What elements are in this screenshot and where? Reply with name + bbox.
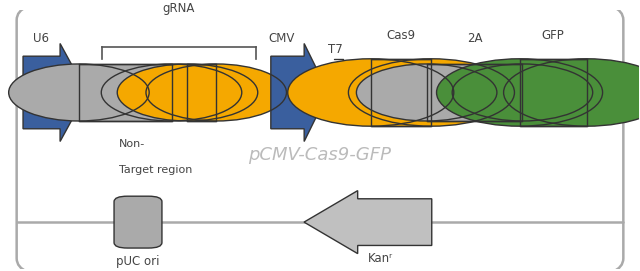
Text: T7: T7 [328,43,343,56]
Ellipse shape [504,59,640,126]
Bar [79,64,172,121]
Bar [371,59,431,126]
Text: 2A: 2A [467,31,483,44]
Text: Non-: Non- [119,139,145,149]
Ellipse shape [9,64,149,121]
Ellipse shape [436,59,603,126]
Bar [520,59,587,126]
Text: Target region: Target region [119,165,192,175]
Text: Cas9: Cas9 [387,29,415,42]
Ellipse shape [288,59,454,126]
Text: gRNA: gRNA [162,2,195,15]
Ellipse shape [146,64,287,121]
Text: pUC ori: pUC ori [116,254,160,267]
Ellipse shape [348,59,515,126]
Text: GFP: GFP [541,29,564,42]
Bar [427,64,522,121]
Bar [427,64,522,121]
Ellipse shape [101,64,242,121]
Bar [79,64,172,121]
Polygon shape [304,191,432,254]
Polygon shape [271,43,328,141]
Ellipse shape [117,64,258,121]
Text: CMV: CMV [269,31,295,44]
Text: pCMV-Cas9-GFP: pCMV-Cas9-GFP [248,146,392,164]
Bar [520,59,587,126]
Polygon shape [23,43,87,141]
Text: U6: U6 [33,31,49,44]
Ellipse shape [452,64,593,121]
Bar [188,64,216,121]
Ellipse shape [356,64,497,121]
Bar [371,59,431,126]
Bar [188,64,216,121]
FancyBboxPatch shape [114,196,162,248]
Text: Kanʳ: Kanʳ [368,252,393,265]
